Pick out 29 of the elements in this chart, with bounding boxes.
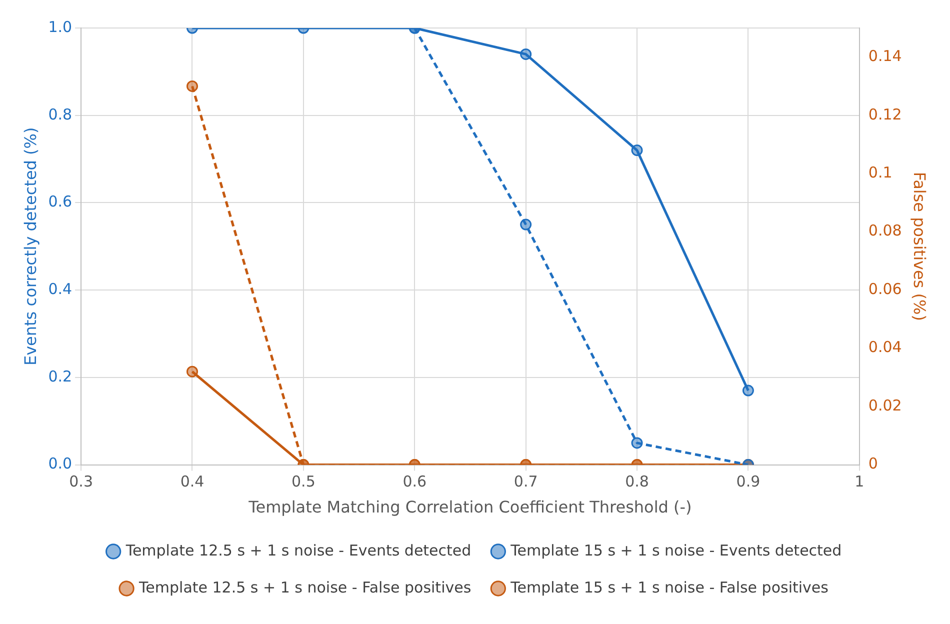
y2-tick-label: 0.02 <box>868 396 902 414</box>
y-tick-label: 0.4 <box>48 280 72 298</box>
y-tick-label: 0.8 <box>48 105 72 124</box>
x-tick-label: 0.3 <box>69 472 93 491</box>
y2-axis-title: False positives (%) <box>910 172 930 321</box>
x-tick-label: 0.8 <box>625 472 649 491</box>
y2-tick-label: 0 <box>868 454 878 473</box>
x-tick-label: 0.4 <box>180 472 204 491</box>
y2-tick-label: 0.14 <box>868 47 902 66</box>
x-tick-label: 0.9 <box>736 472 760 491</box>
x-axis-title: Template Matching Correlation Coefficient Threshold (-) <box>248 498 692 517</box>
y-tick-label: 0.2 <box>48 367 72 386</box>
legend-label: Template 15 s + 1 s noise - Events detected <box>510 541 842 560</box>
x-tick-label: 0.7 <box>514 472 538 491</box>
legend-label: Template 15 s + 1 s noise - False positives <box>510 578 829 596</box>
y2-tick-label: 0.08 <box>868 222 902 240</box>
legend-label: Template 12.5 s + 1 s noise - False positives <box>138 578 472 596</box>
y-axis-title: Events correctly detected (%) <box>20 127 40 366</box>
y-tick-label: 0.6 <box>48 192 72 211</box>
y-tick-label: 0.0 <box>48 454 72 473</box>
y2-tick-label: 0.06 <box>868 280 902 298</box>
y2-tick-label: 0.1 <box>868 163 892 182</box>
legend-label: Template 12.5 s + 1 s noise - Events detected <box>124 541 472 560</box>
x-tick-label: 0.5 <box>292 472 316 491</box>
x-tick-label: 0.6 <box>402 472 427 491</box>
y-tick-label: 1.0 <box>48 18 72 36</box>
y2-tick-label: 0.04 <box>868 338 902 356</box>
y2-tick-label: 0.12 <box>868 105 902 124</box>
x-tick-label: 1 <box>854 472 864 491</box>
